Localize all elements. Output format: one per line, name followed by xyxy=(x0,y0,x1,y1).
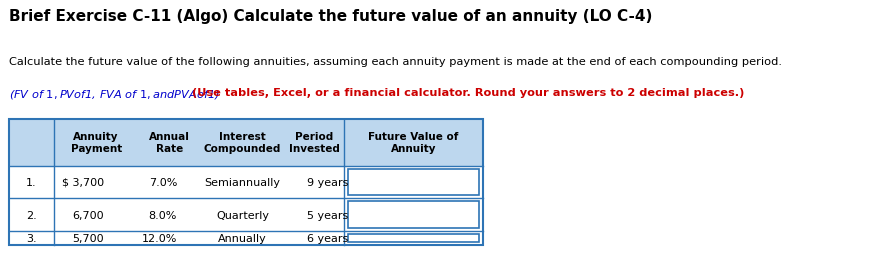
Text: Quarterly: Quarterly xyxy=(216,210,270,220)
Text: 12.0%: 12.0% xyxy=(142,233,177,243)
Text: $ 3,700: $ 3,700 xyxy=(62,177,104,187)
Text: 9 years: 9 years xyxy=(307,177,348,187)
Text: (FV of $1, PV of $1, FVA of $1, and PVA of $1): (FV of $1, PV of $1, FVA of $1, and PVA … xyxy=(9,88,221,101)
Text: 7.0%: 7.0% xyxy=(149,177,177,187)
Text: Calculate the future value of the following annuities, assuming each annuity pay: Calculate the future value of the follow… xyxy=(9,57,782,67)
Text: 5 years: 5 years xyxy=(307,210,348,220)
Text: Semiannually: Semiannually xyxy=(205,177,281,187)
Text: Period
Invested: Period Invested xyxy=(289,132,340,153)
Text: 1.: 1. xyxy=(26,177,37,187)
Text: Annual
Rate: Annual Rate xyxy=(149,132,190,153)
FancyBboxPatch shape xyxy=(348,202,480,228)
Text: Annually: Annually xyxy=(218,233,267,243)
Text: (Use tables, Excel, or a financial calculator. Round your answers to 2 decimal p: (Use tables, Excel, or a financial calcu… xyxy=(192,88,745,98)
Text: Interest
Compounded: Interest Compounded xyxy=(204,132,281,153)
Text: 3.: 3. xyxy=(26,233,37,243)
Text: 8.0%: 8.0% xyxy=(149,210,177,220)
Text: 6 years: 6 years xyxy=(307,233,348,243)
FancyBboxPatch shape xyxy=(348,169,480,196)
Text: 6,700: 6,700 xyxy=(73,210,104,220)
Text: 5,700: 5,700 xyxy=(73,233,104,243)
Text: Future Value of
Annuity: Future Value of Annuity xyxy=(368,132,458,153)
Text: Brief Exercise C-11 (Algo) Calculate the future value of an annuity (LO C-4): Brief Exercise C-11 (Algo) Calculate the… xyxy=(9,9,653,24)
FancyBboxPatch shape xyxy=(9,119,483,166)
FancyBboxPatch shape xyxy=(348,234,480,242)
Text: 2.: 2. xyxy=(26,210,37,220)
Text: Annuity
Payment: Annuity Payment xyxy=(71,132,122,153)
